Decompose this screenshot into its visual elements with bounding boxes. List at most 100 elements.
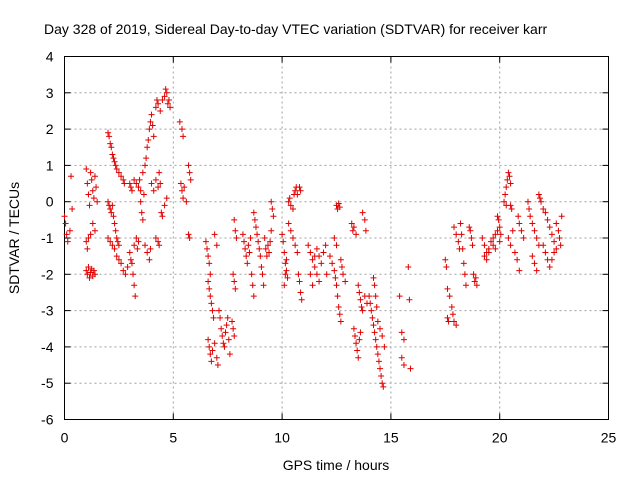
data-point <box>165 97 172 104</box>
data-point <box>544 216 551 223</box>
data-point <box>109 151 116 158</box>
data-point <box>105 129 112 136</box>
data-point <box>458 231 465 238</box>
data-point <box>137 187 144 194</box>
data-point <box>536 195 543 202</box>
data-point <box>461 271 468 278</box>
data-point <box>187 176 194 183</box>
data-point <box>159 97 166 104</box>
data-point <box>127 184 134 191</box>
data-point <box>269 205 276 212</box>
data-point <box>471 278 478 285</box>
data-point <box>260 282 267 289</box>
data-point <box>220 340 227 347</box>
data-point <box>138 209 145 216</box>
data-point <box>483 256 490 263</box>
data-point <box>466 224 473 231</box>
data-point <box>144 249 151 256</box>
data-point <box>289 205 296 212</box>
data-point <box>257 253 264 260</box>
data-point <box>285 220 292 227</box>
data-point <box>157 180 164 187</box>
data-point <box>267 238 274 245</box>
data-point <box>205 278 212 285</box>
data-point <box>152 176 159 183</box>
data-point <box>297 187 304 194</box>
data-point <box>109 202 116 209</box>
data-point <box>473 282 480 289</box>
data-point <box>122 271 129 278</box>
data-point <box>147 245 154 252</box>
data-point <box>446 293 453 300</box>
data-point <box>112 162 119 169</box>
data-point <box>268 198 275 205</box>
y-tick-label: -1 <box>41 230 54 246</box>
data-point <box>181 184 188 191</box>
data-point <box>506 173 513 180</box>
data-point <box>256 245 263 252</box>
data-point <box>313 271 320 278</box>
x-tick-label: 0 <box>61 430 69 446</box>
data-point <box>316 253 323 260</box>
data-point <box>107 140 114 147</box>
y-tick-label: 2 <box>46 121 54 137</box>
data-point <box>332 274 339 281</box>
data-point <box>124 264 131 271</box>
data-point <box>362 227 369 234</box>
data-point <box>316 278 323 285</box>
data-point <box>340 271 347 278</box>
data-point <box>90 267 97 274</box>
data-point <box>509 227 516 234</box>
data-point <box>481 242 488 249</box>
data-point <box>167 104 174 111</box>
data-point <box>239 231 246 238</box>
x-tick-label: 10 <box>274 430 290 446</box>
data-point <box>377 325 384 332</box>
data-point <box>183 198 190 205</box>
data-point <box>114 238 121 245</box>
data-point <box>202 238 209 245</box>
data-point <box>333 242 340 249</box>
data-point <box>451 224 458 231</box>
data-point <box>258 264 265 271</box>
data-point <box>366 293 373 300</box>
data-point <box>84 180 91 187</box>
data-point <box>309 256 316 263</box>
data-point <box>379 333 386 340</box>
data-point <box>136 176 143 183</box>
data-point <box>529 253 536 260</box>
data-point <box>337 318 344 325</box>
data-point <box>295 271 302 278</box>
data-point <box>221 343 228 350</box>
data-point <box>353 231 360 238</box>
data-point <box>156 242 163 249</box>
data-point <box>485 249 492 256</box>
data-point <box>294 249 301 256</box>
data-point <box>307 249 314 256</box>
data-point <box>526 205 533 212</box>
data-point <box>406 296 413 303</box>
data-point <box>230 271 237 278</box>
data-point <box>163 195 170 202</box>
data-point <box>84 271 91 278</box>
data-point <box>137 198 144 205</box>
data-point <box>152 235 159 241</box>
data-point <box>208 358 215 365</box>
data-point <box>213 242 220 249</box>
x-tick-label: 25 <box>601 430 617 446</box>
data-point <box>490 242 497 249</box>
data-point <box>115 242 122 249</box>
data-point <box>553 245 560 252</box>
data-point <box>142 242 149 249</box>
data-point <box>468 235 475 241</box>
data-point <box>520 235 527 241</box>
data-point <box>207 293 214 300</box>
data-point <box>110 213 117 220</box>
data-point <box>251 216 258 223</box>
data-point <box>459 245 466 252</box>
data-point <box>297 289 304 296</box>
data-point <box>225 336 232 343</box>
data-point <box>266 249 273 256</box>
data-point <box>211 231 218 238</box>
